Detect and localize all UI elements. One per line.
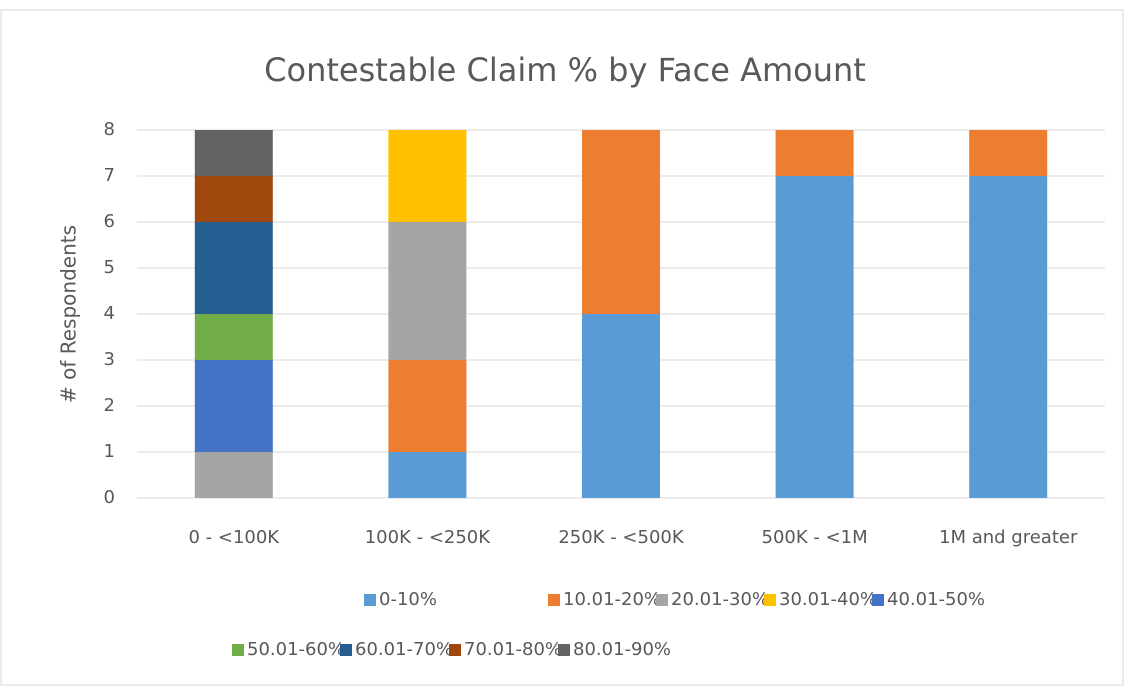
bar-segment (194, 176, 273, 222)
bar-segment (194, 130, 273, 176)
y-tick-label: 1 (104, 441, 115, 462)
y-tick-label: 5 (104, 257, 115, 278)
y-tick-label: 7 (104, 165, 115, 186)
y-tick-label: 2 (104, 395, 115, 416)
legend-label: 20.01-30% (671, 589, 769, 610)
bar-segment (388, 360, 467, 452)
legend-swatch (764, 594, 776, 606)
legend-label: 40.01-50% (887, 589, 985, 610)
y-axis-label: # of Respondents (57, 225, 81, 403)
legend-label: 10.01-20% (563, 589, 661, 610)
bar-segment (582, 314, 660, 498)
bar-segment (775, 176, 854, 498)
bar-segment (582, 130, 660, 314)
legend-swatch (232, 644, 244, 656)
bar-segment (194, 222, 273, 314)
bar-segment (388, 130, 467, 222)
legend-swatch (872, 594, 884, 606)
x-tick-label: 500K - <1M (762, 527, 868, 548)
chart-title: Contestable Claim % by Face Amount (264, 51, 866, 89)
legend-swatch (656, 594, 668, 606)
legend-label: 50.01-60% (247, 639, 345, 660)
bar-segment (969, 176, 1048, 498)
legend-label: 80.01-90% (573, 639, 671, 660)
legend-swatch (548, 594, 560, 606)
y-tick-label: 4 (104, 303, 115, 324)
x-tick-label: 100K - <250K (365, 527, 492, 548)
bar-segment (775, 130, 854, 176)
legend-label: 0-10% (379, 589, 437, 610)
x-tick-label: 1M and greater (939, 527, 1078, 548)
legend-swatch (364, 594, 376, 606)
y-tick-label: 8 (104, 119, 115, 140)
bar-segment (388, 452, 467, 498)
y-tick-label: 6 (104, 211, 115, 232)
bar-segment (388, 222, 467, 360)
legend-label: 70.01-80% (464, 639, 562, 660)
x-tick-label: 250K - <500K (558, 527, 685, 548)
legend-swatch (340, 644, 352, 656)
legend-swatch (558, 644, 570, 656)
y-tick-label: 3 (104, 349, 115, 370)
bar-segment (194, 452, 273, 498)
bar-segment (969, 130, 1048, 176)
y-tick-label: 0 (104, 487, 115, 508)
legend-swatch (449, 644, 461, 656)
bar-segment (194, 360, 273, 452)
chart-frame (0, 9, 1124, 686)
x-tick-label: 0 - <100K (188, 527, 280, 548)
bar-segment (194, 314, 273, 360)
legend-label: 60.01-70% (355, 639, 453, 660)
legend-label: 30.01-40% (779, 589, 877, 610)
